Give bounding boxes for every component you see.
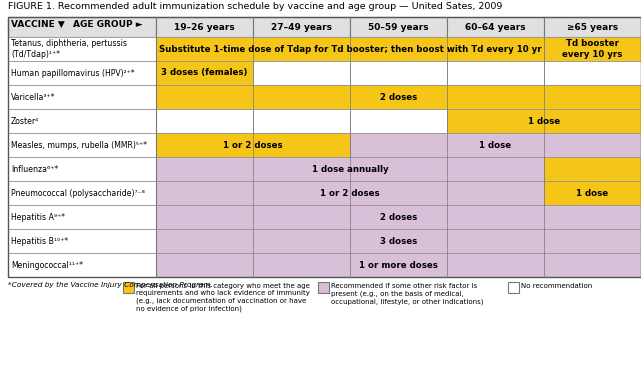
Bar <box>447 61 544 85</box>
Text: 3 doses (females): 3 doses (females) <box>162 68 247 77</box>
Text: Zoster⁴: Zoster⁴ <box>11 116 39 125</box>
Text: 1 dose: 1 dose <box>479 141 512 150</box>
Text: Recommended if some other risk factor is
present (e.g., on the basis of medical,: Recommended if some other risk factor is… <box>331 283 483 305</box>
Text: Hepatitis B¹⁰⁺*: Hepatitis B¹⁰⁺* <box>11 237 68 246</box>
Text: Influenza⁶⁺*: Influenza⁶⁺* <box>11 164 58 173</box>
Text: 1 or 2 doses: 1 or 2 doses <box>223 141 283 150</box>
Text: 1 dose annually: 1 dose annually <box>312 164 388 173</box>
Text: *Covered by the Vaccine Injury Compensation Program.: *Covered by the Vaccine Injury Compensat… <box>8 282 213 288</box>
Text: Human papillomavirus (HPV)²⁺*: Human papillomavirus (HPV)²⁺* <box>11 68 135 77</box>
Bar <box>8 253 156 277</box>
Text: ≥65 years: ≥65 years <box>567 22 618 32</box>
Text: 50–59 years: 50–59 years <box>368 22 429 32</box>
Text: 3 doses: 3 doses <box>380 237 417 246</box>
Bar <box>350 61 447 85</box>
Text: For all persons in this category who meet the age
requirements and who lack evid: For all persons in this category who mee… <box>136 283 310 312</box>
Bar <box>8 181 156 205</box>
Text: 1 or more doses: 1 or more doses <box>359 260 438 269</box>
Bar <box>544 37 641 61</box>
Text: 60–64 years: 60–64 years <box>465 22 526 32</box>
Text: AGE GROUP ►: AGE GROUP ► <box>73 20 143 29</box>
Bar <box>508 282 519 293</box>
Bar <box>8 157 156 181</box>
Bar <box>8 133 156 157</box>
Text: Measles, mumps, rubella (MMR)⁵⁺*: Measles, mumps, rubella (MMR)⁵⁺* <box>11 141 147 150</box>
Bar <box>156 85 641 109</box>
Bar <box>544 17 641 37</box>
Bar <box>8 205 156 229</box>
Bar <box>8 37 156 61</box>
Text: Td booster
every 10 yrs: Td booster every 10 yrs <box>562 39 622 59</box>
Bar <box>350 17 447 37</box>
Bar <box>156 37 544 61</box>
Bar <box>123 282 134 293</box>
Bar <box>350 109 447 133</box>
Text: 27–49 years: 27–49 years <box>271 22 332 32</box>
Text: 19–26 years: 19–26 years <box>174 22 235 32</box>
Bar <box>253 109 350 133</box>
Text: VACCINE ▼: VACCINE ▼ <box>11 20 65 29</box>
Bar <box>156 205 641 229</box>
Bar <box>8 109 156 133</box>
Bar <box>253 61 350 85</box>
Text: 1 dose: 1 dose <box>528 116 560 125</box>
Text: Tetanus, diphtheria, pertussis
(Td/Tdap)¹⁺*: Tetanus, diphtheria, pertussis (Td/Tdap)… <box>11 39 127 59</box>
Bar <box>544 61 641 85</box>
Bar <box>156 17 253 37</box>
Bar <box>156 109 253 133</box>
Bar <box>318 282 329 293</box>
Bar <box>8 85 156 109</box>
Bar <box>544 157 641 181</box>
Bar <box>447 17 544 37</box>
Text: 2 doses: 2 doses <box>380 93 417 102</box>
Bar <box>156 61 253 85</box>
Bar <box>253 17 350 37</box>
Bar <box>156 133 350 157</box>
Text: Varicella³⁺*: Varicella³⁺* <box>11 93 56 102</box>
Bar <box>544 181 641 205</box>
Bar <box>156 253 641 277</box>
Bar <box>8 17 641 277</box>
Text: 1 or 2 doses: 1 or 2 doses <box>320 189 380 198</box>
Bar <box>8 229 156 253</box>
Bar <box>8 17 156 37</box>
Bar <box>156 181 544 205</box>
Text: Meningococcal¹¹⁺*: Meningococcal¹¹⁺* <box>11 260 83 269</box>
Text: 1 dose: 1 dose <box>576 189 608 198</box>
Bar <box>447 109 641 133</box>
Text: Pneumococcal (polysaccharide)⁷⁻⁸: Pneumococcal (polysaccharide)⁷⁻⁸ <box>11 189 145 198</box>
Bar <box>8 61 156 85</box>
Text: Substitute 1-time dose of Tdap for Td booster; then boost with Td every 10 yr: Substitute 1-time dose of Tdap for Td bo… <box>159 45 541 54</box>
Bar <box>156 229 641 253</box>
Text: FIGURE 1. Recommended adult immunization schedule by vaccine and age group — Uni: FIGURE 1. Recommended adult immunization… <box>8 2 503 11</box>
Bar <box>156 157 544 181</box>
Text: 2 doses: 2 doses <box>380 212 417 221</box>
Bar <box>350 133 641 157</box>
Text: Hepatitis A⁹⁺*: Hepatitis A⁹⁺* <box>11 212 65 221</box>
Text: No recommendation: No recommendation <box>521 283 592 289</box>
